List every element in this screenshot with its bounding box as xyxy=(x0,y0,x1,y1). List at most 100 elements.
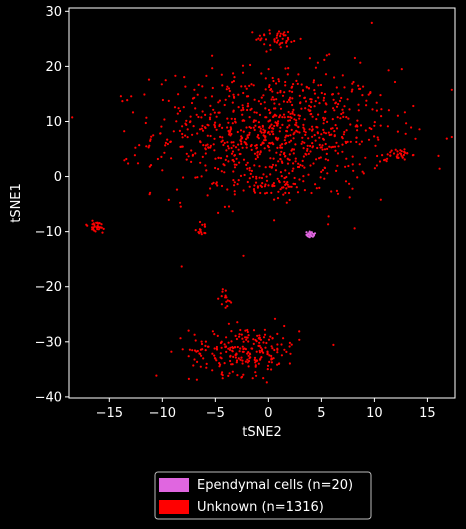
unknown-point xyxy=(309,109,312,112)
unknown-point xyxy=(403,148,406,151)
unknown-point xyxy=(333,145,337,148)
unknown-point xyxy=(299,102,302,105)
unknown-point xyxy=(242,91,245,95)
unknown-point xyxy=(244,85,247,88)
unknown-point xyxy=(323,58,326,62)
unknown-point xyxy=(258,153,261,156)
unknown-point xyxy=(376,136,379,139)
unknown-point xyxy=(138,144,141,147)
unknown-point xyxy=(188,121,192,124)
unknown-point xyxy=(190,160,193,163)
unknown-point xyxy=(92,226,95,229)
unknown-point xyxy=(271,90,274,93)
unknown-point xyxy=(221,126,224,129)
unknown-point xyxy=(284,34,287,37)
unknown-point xyxy=(249,172,252,175)
unknown-point xyxy=(85,223,88,226)
unknown-point xyxy=(145,116,148,119)
unknown-point xyxy=(309,164,312,167)
unknown-point xyxy=(194,176,197,179)
unknown-point xyxy=(445,137,448,140)
unknown-point xyxy=(258,349,261,352)
unknown-point xyxy=(264,183,267,186)
unknown-point xyxy=(306,149,309,152)
unknown-point xyxy=(320,133,323,136)
unknown-point xyxy=(199,365,202,368)
unknown-point xyxy=(265,175,268,178)
unknown-point xyxy=(277,30,281,33)
unknown-point xyxy=(144,121,147,125)
unknown-point xyxy=(365,99,368,102)
unknown-point xyxy=(204,113,207,116)
unknown-point xyxy=(233,190,236,193)
unknown-point xyxy=(250,148,253,151)
unknown-point xyxy=(286,36,290,40)
unknown-point xyxy=(286,181,289,184)
unknown-point xyxy=(229,359,232,363)
unknown-point xyxy=(279,42,282,45)
unknown-point xyxy=(294,143,297,146)
unknown-point xyxy=(199,140,202,143)
unknown-point xyxy=(357,84,360,87)
unknown-point xyxy=(223,205,226,208)
unknown-point xyxy=(311,145,315,148)
unknown-point xyxy=(274,164,277,167)
unknown-point xyxy=(310,129,314,132)
unknown-point xyxy=(333,109,336,112)
unknown-point xyxy=(275,82,278,85)
unknown-point xyxy=(271,163,275,166)
unknown-point xyxy=(291,169,294,173)
unknown-point xyxy=(336,192,340,195)
unknown-point xyxy=(337,145,340,148)
unknown-point xyxy=(200,354,203,357)
unknown-point xyxy=(282,113,286,116)
unknown-point xyxy=(191,153,195,156)
unknown-point xyxy=(316,61,319,64)
unknown-point xyxy=(163,118,166,121)
unknown-point xyxy=(375,109,378,112)
unknown-point xyxy=(252,126,255,129)
unknown-point xyxy=(273,317,277,320)
unknown-point xyxy=(219,135,222,138)
unknown-point xyxy=(347,117,350,120)
unknown-point xyxy=(286,183,289,186)
unknown-point xyxy=(365,104,368,107)
unknown-point xyxy=(226,141,229,144)
unknown-point xyxy=(96,228,99,231)
unknown-point xyxy=(204,144,207,147)
unknown-point xyxy=(335,105,339,108)
unknown-point xyxy=(262,142,265,145)
unknown-point xyxy=(375,101,378,104)
unknown-point xyxy=(257,137,260,140)
unknown-point xyxy=(331,127,334,130)
x-tick-label: −5 xyxy=(206,406,225,421)
unknown-point xyxy=(242,108,245,111)
unknown-point xyxy=(225,155,229,158)
unknown-point xyxy=(262,351,265,354)
unknown-point xyxy=(248,185,251,188)
unknown-point xyxy=(292,152,295,155)
unknown-point xyxy=(226,299,229,302)
unknown-point xyxy=(397,156,400,159)
x-tick-label: −10 xyxy=(149,406,176,421)
unknown-point xyxy=(410,126,413,129)
unknown-point xyxy=(248,84,251,87)
unknown-point xyxy=(240,109,243,112)
unknown-point xyxy=(164,144,167,147)
unknown-point xyxy=(264,346,267,349)
unknown-point xyxy=(152,134,155,137)
unknown-point xyxy=(330,146,333,149)
unknown-point xyxy=(341,150,344,153)
unknown-point xyxy=(217,211,220,214)
y-tick-label: 10 xyxy=(45,115,62,130)
unknown-point xyxy=(287,185,290,188)
unknown-point xyxy=(253,98,256,101)
unknown-point xyxy=(260,96,263,99)
x-axis-ticks: −15 −10 −5 0 5 10 15 xyxy=(96,398,436,421)
unknown-point xyxy=(71,116,74,119)
unknown-point xyxy=(376,154,379,158)
unknown-point xyxy=(224,158,227,161)
unknown-point xyxy=(202,357,205,360)
unknown-point xyxy=(268,133,271,136)
unknown-point xyxy=(271,76,274,80)
